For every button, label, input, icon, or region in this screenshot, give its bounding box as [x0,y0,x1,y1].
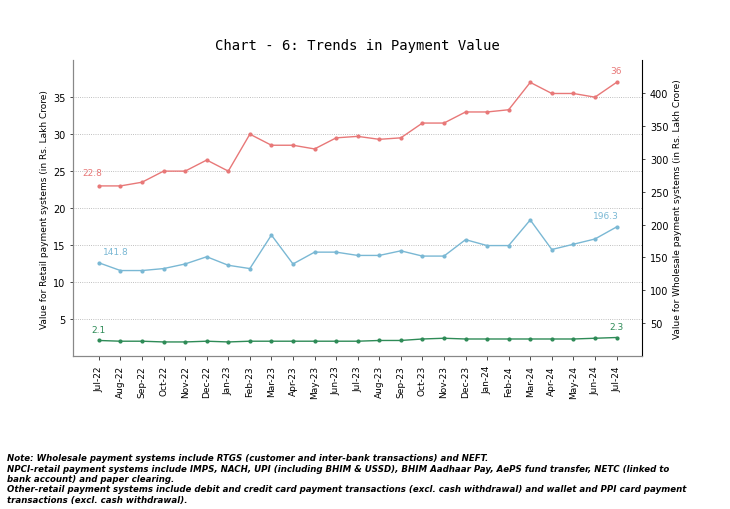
Line: Others-Retail: Others-Retail [98,336,618,344]
NPCI-Retail [504,107,513,114]
Wholesale (RHS) [288,262,297,268]
Others-Retail [418,336,427,343]
Wholesale (RHS) [353,253,362,259]
Y-axis label: Value for Wholesale payment systems (in Rs. Lakh Crore): Value for Wholesale payment systems (in … [673,79,682,338]
NPCI-Retail [526,80,534,86]
NPCI-Retail [396,135,405,142]
Wholesale (RHS) [159,266,168,272]
Wholesale (RHS) [267,233,276,239]
NPCI-Retail [310,147,319,153]
Wholesale (RHS) [461,237,470,243]
NPCI-Retail [138,180,147,186]
Others-Retail [483,336,491,343]
Wholesale (RHS) [396,248,405,254]
Others-Retail [548,336,556,343]
NPCI-Retail [461,109,470,116]
Others-Retail [288,338,297,345]
Text: 141.8: 141.8 [103,248,129,257]
Others-Retail [526,336,534,343]
Line: NPCI-Retail: NPCI-Retail [98,82,618,188]
NPCI-Retail [591,95,599,101]
NPCI-Retail [159,168,168,175]
Text: 196.3: 196.3 [593,212,618,221]
Others-Retail [245,338,254,345]
Others-Retail [181,339,190,345]
Others-Retail [331,338,340,345]
NPCI-Retail [224,168,233,175]
NPCI-Retail [483,109,491,116]
Others-Retail [612,335,621,341]
Text: Note: Wholesale payment systems include RTGS (customer and inter-bank transactio: Note: Wholesale payment systems include … [7,454,687,504]
NPCI-Retail [418,121,427,127]
Wholesale (RHS) [224,263,233,269]
Title: Chart - 6: Trends in Payment Value: Chart - 6: Trends in Payment Value [215,39,500,53]
Wholesale (RHS) [591,237,599,243]
Wholesale (RHS) [548,247,556,253]
NPCI-Retail [375,137,384,143]
Wholesale (RHS) [138,268,147,274]
Text: 2.1: 2.1 [92,325,106,334]
Wholesale (RHS) [331,249,340,256]
Others-Retail [94,338,103,344]
NPCI-Retail [94,183,103,189]
Others-Retail [504,336,513,343]
Wholesale (RHS) [245,266,254,272]
Wholesale (RHS) [612,224,621,231]
Others-Retail [224,339,233,345]
Wholesale (RHS) [94,260,103,266]
Others-Retail [461,336,470,343]
Others-Retail [439,335,448,342]
NPCI-Retail [569,91,577,97]
Others-Retail [159,339,168,345]
NPCI-Retail [353,134,362,140]
Wholesale (RHS) [483,243,491,249]
Wholesale (RHS) [504,243,513,249]
NPCI-Retail [548,91,556,97]
Others-Retail [116,338,125,345]
Others-Retail [138,338,147,345]
Text: 22.8: 22.8 [82,168,102,178]
NPCI-Retail [202,158,211,164]
NPCI-Retail [331,135,340,142]
NPCI-Retail [181,168,190,175]
NPCI-Retail [267,143,276,149]
Others-Retail [375,338,384,344]
Wholesale (RHS) [526,217,534,223]
Line: Wholesale (RHS): Wholesale (RHS) [98,219,618,272]
Others-Retail [202,338,211,345]
NPCI-Retail [612,80,621,86]
Others-Retail [591,335,599,342]
NPCI-Retail [439,121,448,127]
Wholesale (RHS) [181,262,190,268]
Wholesale (RHS) [310,249,319,256]
Text: 36: 36 [611,67,622,76]
Text: 2.3: 2.3 [610,322,623,331]
Wholesale (RHS) [202,254,211,260]
Others-Retail [353,338,362,345]
NPCI-Retail [245,132,254,138]
NPCI-Retail [116,183,125,189]
Y-axis label: Value for Retail payment systems (in Rs. Lakh Crore): Value for Retail payment systems (in Rs.… [39,90,49,328]
Wholesale (RHS) [116,268,125,274]
Others-Retail [310,338,319,345]
Wholesale (RHS) [418,253,427,260]
Others-Retail [396,338,405,344]
Others-Retail [267,338,276,345]
Others-Retail [569,336,577,343]
Wholesale (RHS) [439,253,448,260]
Wholesale (RHS) [375,253,384,259]
Wholesale (RHS) [569,242,577,248]
NPCI-Retail [288,143,297,149]
